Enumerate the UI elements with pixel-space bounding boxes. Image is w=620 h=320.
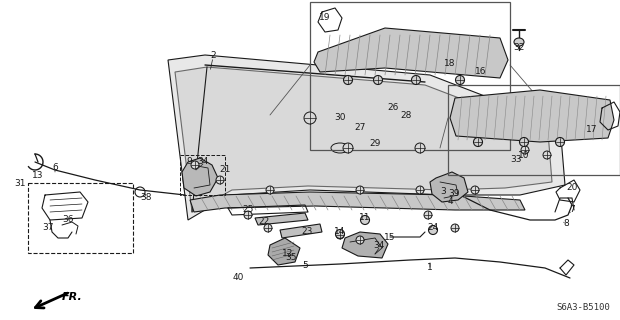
Ellipse shape: [474, 138, 482, 147]
Ellipse shape: [264, 224, 272, 232]
Polygon shape: [430, 172, 468, 202]
Bar: [28, 183, 133, 253]
Ellipse shape: [424, 211, 432, 219]
Ellipse shape: [520, 138, 528, 147]
Ellipse shape: [416, 186, 424, 194]
Polygon shape: [450, 90, 614, 142]
Text: 4: 4: [447, 196, 453, 205]
Text: 34: 34: [197, 157, 209, 166]
Ellipse shape: [451, 224, 459, 232]
Ellipse shape: [373, 76, 383, 84]
Ellipse shape: [191, 161, 199, 169]
Text: 28: 28: [401, 110, 412, 119]
Ellipse shape: [428, 226, 438, 235]
Polygon shape: [182, 158, 218, 196]
Polygon shape: [342, 232, 388, 258]
Ellipse shape: [244, 211, 252, 219]
Bar: [310, 2, 510, 150]
Text: 33: 33: [510, 156, 522, 164]
Text: 23: 23: [301, 228, 312, 236]
Ellipse shape: [356, 236, 364, 244]
Text: 36: 36: [62, 215, 74, 225]
Text: 40: 40: [232, 274, 244, 283]
Text: S6A3-B5100: S6A3-B5100: [556, 303, 610, 312]
Polygon shape: [175, 67, 552, 212]
Text: 14: 14: [334, 228, 346, 236]
Text: 6: 6: [52, 164, 58, 172]
Text: 38: 38: [140, 194, 152, 203]
Ellipse shape: [304, 112, 316, 124]
Ellipse shape: [471, 186, 479, 194]
Text: 5: 5: [302, 260, 308, 269]
Ellipse shape: [543, 151, 551, 159]
Text: 39: 39: [448, 189, 460, 198]
Ellipse shape: [456, 76, 464, 84]
Text: 17: 17: [587, 125, 598, 134]
Polygon shape: [190, 192, 525, 212]
Text: 29: 29: [370, 139, 381, 148]
Ellipse shape: [415, 143, 425, 153]
Polygon shape: [255, 213, 308, 225]
Bar: [180, 155, 225, 195]
Ellipse shape: [514, 38, 524, 46]
Text: FR.: FR.: [62, 292, 82, 302]
Bar: [448, 85, 620, 175]
Ellipse shape: [360, 215, 370, 225]
Polygon shape: [280, 224, 322, 238]
Ellipse shape: [412, 76, 420, 84]
Ellipse shape: [343, 76, 353, 84]
Polygon shape: [314, 28, 508, 78]
Text: 11: 11: [359, 213, 371, 222]
Text: 26: 26: [388, 103, 399, 113]
Text: 15: 15: [384, 233, 396, 242]
Text: 31: 31: [14, 179, 26, 188]
Ellipse shape: [266, 186, 274, 194]
Text: 1: 1: [427, 263, 433, 273]
Text: 12: 12: [282, 249, 294, 258]
Polygon shape: [268, 238, 300, 265]
Ellipse shape: [336, 231, 344, 239]
Text: 10: 10: [518, 150, 529, 159]
Polygon shape: [168, 55, 565, 220]
Text: 19: 19: [319, 13, 330, 22]
Ellipse shape: [343, 143, 353, 153]
Text: 2: 2: [210, 51, 216, 60]
Text: 7: 7: [569, 205, 575, 214]
Ellipse shape: [521, 146, 529, 154]
Ellipse shape: [216, 176, 224, 184]
Ellipse shape: [356, 186, 364, 194]
Text: 35: 35: [285, 253, 297, 262]
Text: 32: 32: [513, 43, 525, 52]
Text: 24: 24: [427, 223, 438, 233]
Text: 22: 22: [259, 218, 270, 227]
Text: 30: 30: [334, 114, 346, 123]
Text: 13: 13: [32, 171, 44, 180]
Text: 25: 25: [242, 205, 254, 214]
Text: 9: 9: [186, 157, 192, 166]
Ellipse shape: [335, 229, 345, 238]
Text: 27: 27: [354, 124, 366, 132]
Text: 20: 20: [566, 183, 578, 193]
Text: 34: 34: [373, 242, 384, 251]
Ellipse shape: [477, 61, 485, 69]
Text: 3: 3: [440, 188, 446, 196]
Ellipse shape: [556, 138, 564, 147]
Text: 18: 18: [445, 59, 456, 68]
Text: 21: 21: [219, 165, 231, 174]
Text: 8: 8: [563, 219, 569, 228]
Text: 16: 16: [476, 68, 487, 76]
Text: 37: 37: [42, 223, 54, 233]
